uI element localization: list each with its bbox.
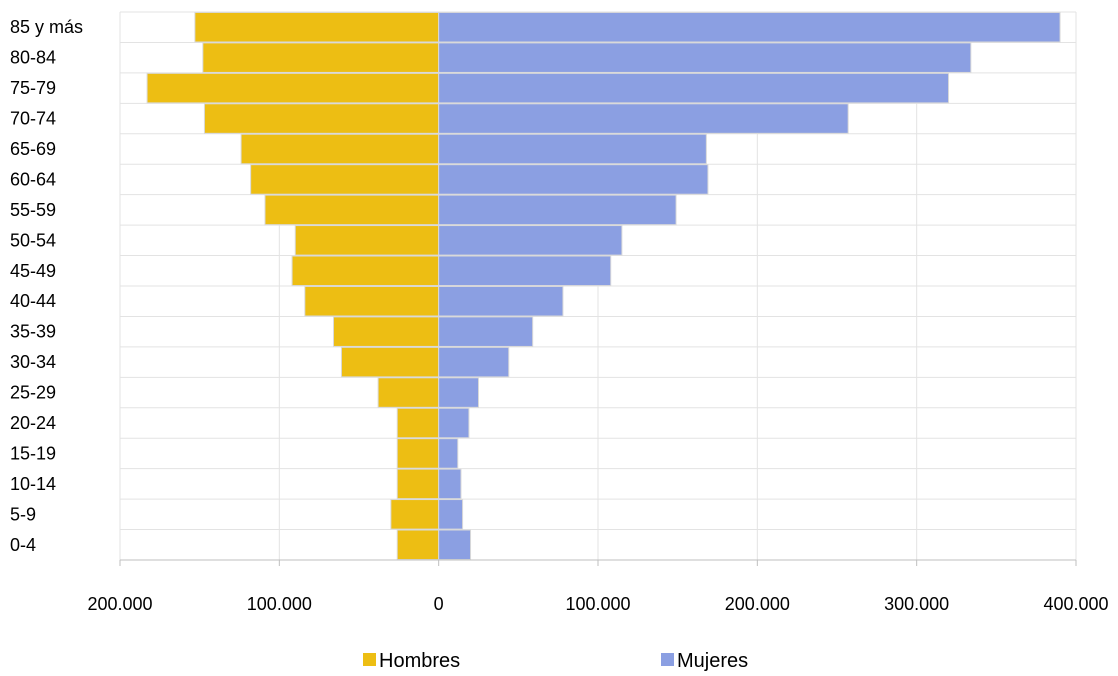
bar-mujeres [438, 407, 470, 439]
bar-mujeres [438, 438, 459, 469]
x-tick-label: 400.000 [1043, 594, 1108, 614]
x-tick-label: 200.000 [87, 594, 152, 614]
bar-mujeres [438, 42, 972, 73]
bar-hombres [194, 11, 440, 43]
bar-mujeres [438, 316, 534, 347]
bar-mujeres [438, 346, 510, 378]
category-label: 5-9 [10, 504, 36, 524]
legend-label: Hombres [379, 650, 460, 671]
category-label: 15-19 [10, 443, 56, 463]
category-label: 75-79 [10, 78, 56, 98]
x-tick-label: 100.000 [565, 594, 630, 614]
bar-mujeres [438, 377, 479, 408]
x-tick-label: 100.000 [247, 594, 312, 614]
bar-hombres [396, 529, 440, 561]
bar-mujeres [438, 468, 462, 500]
category-label: 45-49 [10, 261, 56, 281]
bar-mujeres [438, 164, 709, 195]
legend-item-mujeres: Mujeres [661, 650, 748, 672]
bar-hombres [340, 346, 440, 378]
category-label: 80-84 [10, 48, 56, 68]
bar-mujeres [438, 529, 472, 561]
bar-hombres [202, 42, 440, 73]
bar-hombres [291, 255, 440, 287]
category-label: 85 y más [10, 17, 83, 37]
bar-hombres [390, 499, 440, 530]
bar-hombres [377, 377, 440, 408]
category-label: 50-54 [10, 230, 56, 250]
category-label: 30-34 [10, 352, 56, 372]
bar-hombres [250, 164, 440, 195]
category-label: 20-24 [10, 413, 56, 433]
bar-mujeres [438, 255, 612, 287]
bar-mujeres [438, 285, 564, 317]
bar-mujeres [438, 194, 677, 226]
category-label: 35-39 [10, 322, 56, 342]
axes: 200.000 100.000 0 100.000 200.000 300.000 400.… [10, 17, 1109, 614]
x-tick-label: 200.000 [725, 594, 790, 614]
legend-swatch [661, 653, 674, 666]
x-tick-label: 0 [434, 594, 444, 614]
category-label: 0-4 [10, 535, 36, 555]
category-label: 55-59 [10, 200, 56, 220]
bar-hombres [333, 316, 440, 347]
bar-mujeres [438, 225, 623, 256]
category-label: 40-44 [10, 291, 56, 311]
bar-hombres [203, 103, 440, 134]
bar-hombres [396, 438, 440, 469]
bar-hombres [240, 133, 440, 165]
legend: Hombres Mujeres [363, 650, 748, 672]
legend-swatch [363, 653, 376, 666]
category-label: 65-69 [10, 139, 56, 159]
category-label: 10-14 [10, 474, 56, 494]
category-label: 70-74 [10, 109, 56, 129]
bar-hombres [146, 72, 440, 104]
category-label: 25-29 [10, 383, 56, 403]
legend-label: Mujeres [677, 650, 748, 671]
bar-mujeres [438, 72, 950, 104]
bar-hombres [304, 285, 440, 317]
bar-hombres [264, 194, 440, 226]
bar-hombres [294, 225, 440, 256]
bar-hombres [396, 407, 440, 439]
category-label: 60-64 [10, 169, 56, 189]
bar-mujeres [438, 499, 464, 530]
bar-mujeres [438, 103, 849, 134]
bar-mujeres [438, 11, 1061, 43]
bar-hombres [396, 468, 440, 500]
legend-item-hombres: Hombres [363, 650, 460, 672]
x-tick-label: 300.000 [884, 594, 949, 614]
bar-mujeres [438, 133, 707, 165]
